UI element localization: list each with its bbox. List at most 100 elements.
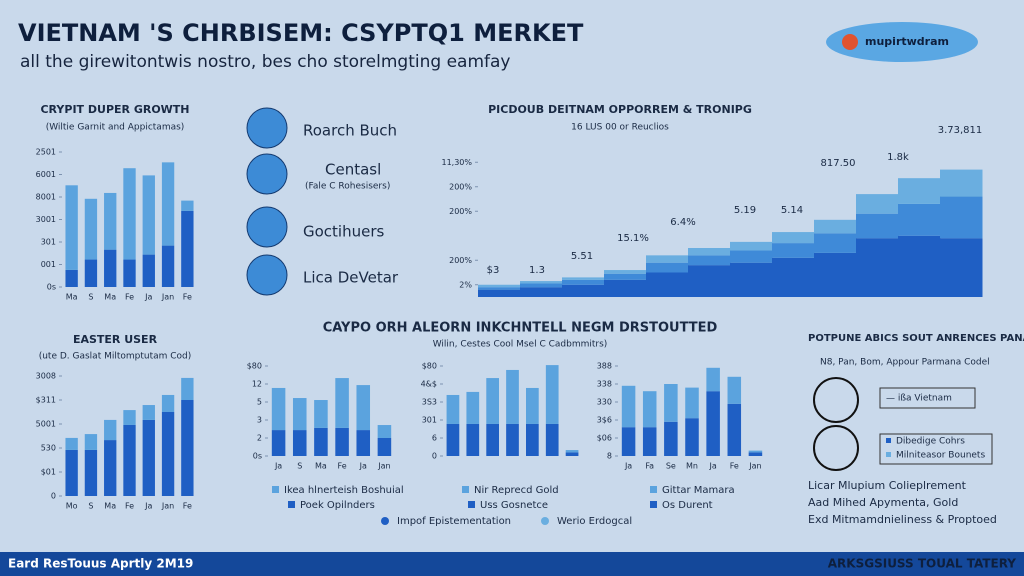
bar-segment <box>335 427 349 456</box>
people: Roarch Buch Centasl (Fale C Rohesisers) … <box>246 107 399 296</box>
bar-segment <box>565 450 579 453</box>
legend-swatch <box>462 486 469 493</box>
y-tick-label: 0 <box>51 492 56 501</box>
footer-bar <box>0 552 1024 576</box>
x-tick-label: Ja <box>359 462 367 471</box>
legend-swatch <box>288 501 295 508</box>
area-step <box>520 281 563 284</box>
area-step <box>730 241 773 251</box>
bar-segment <box>84 449 98 496</box>
panel-icon <box>813 377 859 423</box>
panel-box <box>879 387 976 409</box>
y-tick-label: 2% <box>459 280 472 289</box>
page-title: VIETNAM 'S CHRBISEM: CSYPTQ1 MERKET <box>18 19 584 47</box>
panel-box-text: Milniteasor Bounets <box>896 451 985 461</box>
area-step <box>730 262 773 297</box>
bar-segment <box>506 423 519 456</box>
legend-label: Werio Erdogcal <box>557 516 632 527</box>
footer-left: Eard ResTouus Aprtly 2M19 <box>8 557 193 571</box>
bar-segment <box>142 254 155 287</box>
x-tick-label: Ma <box>315 462 327 471</box>
area-step <box>898 235 941 297</box>
bar-segment <box>466 423 480 456</box>
panel-box-text: — ißa Vietnam <box>886 394 952 404</box>
y-tick-label: 3$6 <box>597 416 612 425</box>
panel-subtitle: N8, Pan, Bom, Appour Parmana Codel <box>820 358 990 368</box>
y-tick-label: 8001 <box>36 193 56 202</box>
bar-segment <box>545 423 559 456</box>
x-tick-label: S <box>88 293 93 302</box>
bar-segment <box>356 430 371 456</box>
area-step <box>688 248 731 256</box>
y-tick-label: 6001 <box>36 170 56 179</box>
avatar <box>246 153 288 195</box>
x-tick-label: Jan <box>161 502 174 511</box>
bar-segment <box>142 405 155 420</box>
avatar <box>246 254 288 296</box>
area-step <box>520 287 563 297</box>
bar-segment <box>292 398 307 431</box>
legend-label: Os Durent <box>662 500 713 511</box>
x-tick-label: Fa <box>645 462 654 471</box>
bar-segment <box>565 452 579 456</box>
bar-segment <box>466 391 480 424</box>
y-tick-label: 3001 <box>36 215 56 224</box>
area-step <box>856 213 899 239</box>
bar-segment <box>621 427 636 456</box>
y-tick-label: 0 <box>432 452 437 461</box>
logo-cloud <box>826 22 978 62</box>
panel-note: Aad Mihed Apymenta, Gold <box>808 496 958 509</box>
bar-segment <box>84 198 98 260</box>
x-tick-label: Fe <box>183 502 192 511</box>
y-tick-label: 6 <box>432 434 437 443</box>
legend-label: Ikea hlnerteish Boshuial <box>284 485 404 496</box>
panel-note: Licar Mlupium Colieplrement <box>808 479 967 492</box>
y-tick-label: 200% <box>449 182 472 191</box>
legend-swatch <box>272 486 279 493</box>
panel-icon <box>813 425 859 471</box>
y-tick-label: 5001 <box>36 420 56 429</box>
annotation: $3 <box>487 265 500 276</box>
x-tick-label: S <box>297 462 302 471</box>
area-step <box>814 233 857 253</box>
area-step <box>940 196 983 239</box>
panel-note: Exd Mitmamdnieliness & Proptoed <box>808 513 997 526</box>
legend-swatch <box>650 501 657 508</box>
chart-subtitle: 16 LUS 00 or Reuclios <box>571 123 669 133</box>
x-tick-label: Se <box>666 462 676 471</box>
area-step <box>520 283 563 288</box>
bar-segment <box>685 387 699 419</box>
area-step <box>478 289 521 297</box>
bar-segment <box>314 400 328 428</box>
logo-text: mupirtwdram <box>865 35 949 48</box>
bar-segment <box>642 391 657 428</box>
area-step <box>646 255 689 263</box>
bar-segment <box>335 378 349 428</box>
area-step <box>604 273 647 280</box>
bar-segment <box>142 175 155 255</box>
bar-segment <box>84 434 98 450</box>
area-step <box>562 279 605 285</box>
page-subtitle: all the girewitontwis nostro, bes cho st… <box>20 52 510 72</box>
area-step <box>562 277 605 280</box>
bar-segment <box>664 421 678 456</box>
bar-segment <box>271 430 286 456</box>
bar-segment <box>161 412 175 496</box>
area-step <box>814 219 857 234</box>
legend-label: Poek Opilnders <box>300 500 375 511</box>
area-step <box>688 265 731 297</box>
annotation: 817.50 <box>821 158 856 169</box>
panel-title: POTPUNE ABICS SOUT ANRENCES PANADATING <box>808 333 1024 344</box>
bar-segment <box>65 449 78 496</box>
area-step <box>478 284 521 288</box>
y-tick-label: 388 <box>597 362 612 371</box>
bar-segment <box>65 185 78 270</box>
y-tick-label: 001 <box>41 260 56 269</box>
chart-title: CRYPIT DUPER GROWTH <box>40 103 189 116</box>
bar-segment <box>314 427 328 456</box>
area-step <box>562 284 605 297</box>
annotation: 6.4% <box>670 217 695 228</box>
bar-segment <box>526 387 539 424</box>
area-step <box>940 238 983 297</box>
person-name: Lica DeVetar <box>303 269 399 287</box>
